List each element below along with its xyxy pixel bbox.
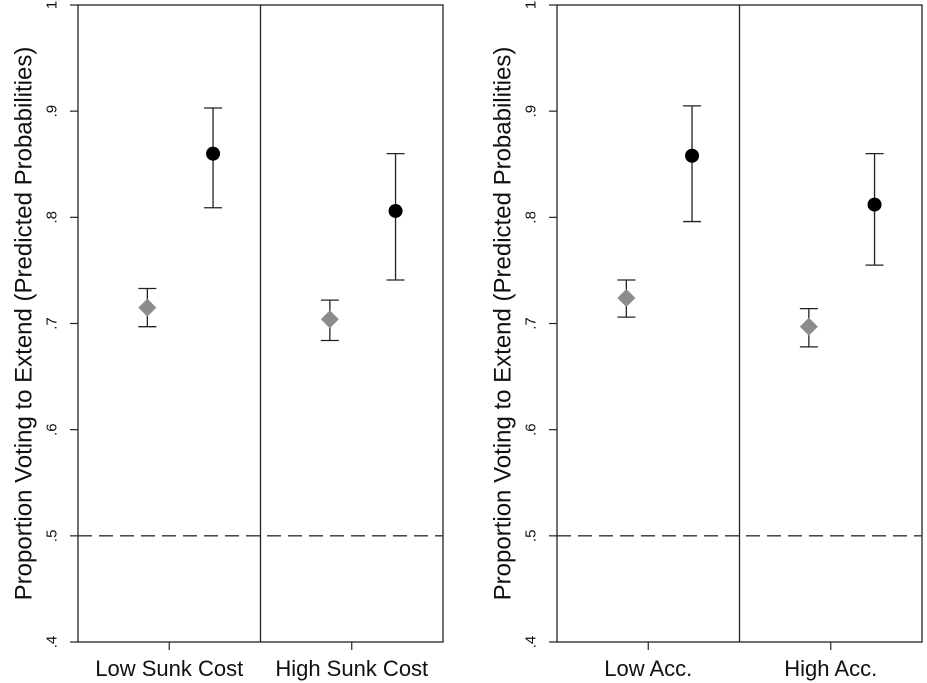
panel-2-point-diamond	[617, 289, 636, 308]
panel-1-ytick-label: .6	[44, 423, 61, 436]
panel-2-ytick-label: 1	[523, 1, 540, 9]
panel-2-point-circle	[867, 197, 882, 212]
panel-2-ytick-label: .8	[523, 211, 540, 224]
panel-1-point-diamond	[320, 310, 339, 329]
panel-1-ytick-label: .4	[44, 636, 61, 649]
panel-1-ytick-label: .8	[44, 211, 61, 224]
panel-1-ytick-label: .5	[44, 530, 61, 543]
panel-1-xtick-label: High Sunk Cost	[275, 656, 428, 681]
panel-1-xtick-label: Low Sunk Cost	[95, 656, 243, 681]
panel-1-point-diamond	[138, 298, 157, 317]
panel-2-y-axis-label: Proportion Voting to Extend (Predicted P…	[490, 47, 517, 601]
panel-2-point-diamond	[799, 317, 818, 336]
panel-1-point-circle	[206, 146, 221, 161]
panel-1-ytick-label: 1	[44, 1, 61, 9]
panel-2-ytick-label: .4	[523, 636, 540, 649]
panel-2-ytick-label: .5	[523, 530, 540, 543]
panel-2-ytick-label: .9	[523, 105, 540, 118]
panel-1-point-circle	[388, 203, 403, 218]
panel-2-xtick-label: High Acc.	[784, 656, 877, 681]
panel-1-y-axis-label: Proportion Voting to Extend (Predicted P…	[11, 47, 38, 601]
panel-2-xtick-label: Low Acc.	[604, 656, 692, 681]
panel-1-ytick-label: .9	[44, 105, 61, 118]
panel-2-point-circle	[685, 148, 700, 163]
panel-1-ytick-label: .7	[44, 317, 61, 330]
panel-2-ytick-label: .7	[523, 317, 540, 330]
panel-2-ytick-label: .6	[523, 423, 540, 436]
